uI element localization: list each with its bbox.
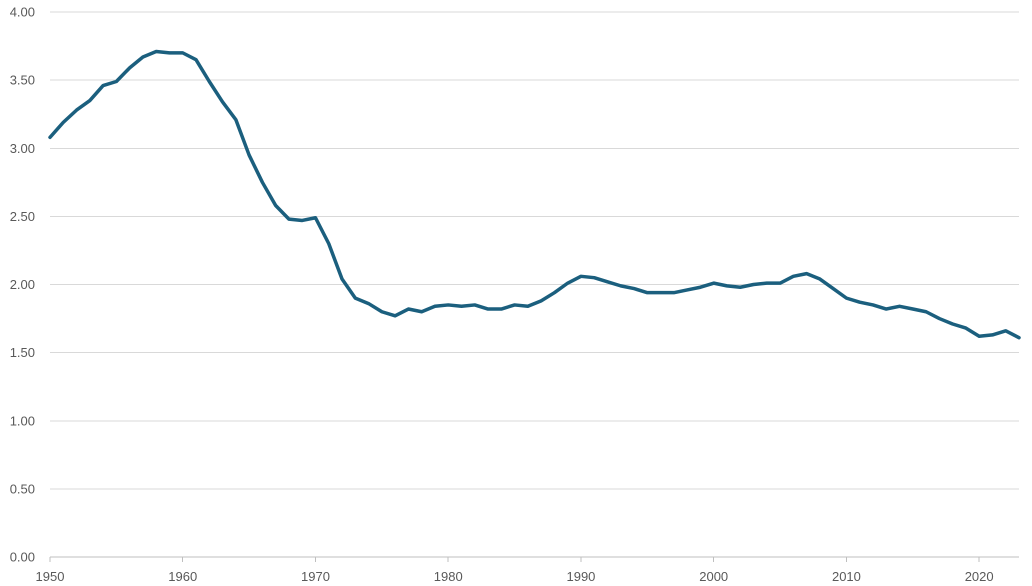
y-axis-tick-labels: 0.00 0.50 1.00 1.50 2.00 2.50 3.00 3.50 4.00 bbox=[10, 5, 35, 565]
y-tick-label: 1.00 bbox=[10, 413, 35, 428]
y-tick-label: 3.50 bbox=[10, 73, 35, 88]
x-tick-label: 1960 bbox=[168, 569, 197, 584]
y-tick-label: 1.50 bbox=[10, 345, 35, 360]
y-tick-label: 0.00 bbox=[10, 550, 35, 565]
x-tick-label: 2000 bbox=[699, 569, 728, 584]
y-tick-label: 0.50 bbox=[10, 481, 35, 496]
x-tick-label: 1990 bbox=[566, 569, 595, 584]
series-layer bbox=[48, 49, 1021, 340]
y-tick-label: 3.00 bbox=[10, 141, 35, 156]
series-line-0 bbox=[48, 49, 1021, 340]
x-tick-label: 1950 bbox=[36, 569, 65, 584]
y-tick-label: 2.50 bbox=[10, 209, 35, 224]
y-tick-label: 4.00 bbox=[10, 5, 35, 20]
x-tick-label: 1970 bbox=[301, 569, 330, 584]
x-tick-label: 2020 bbox=[965, 569, 994, 584]
x-tick-label: 1980 bbox=[434, 569, 463, 584]
x-axis: 1950 1960 1970 1980 1990 2000 2010 2020 bbox=[36, 556, 1019, 584]
gridlines bbox=[50, 11, 1019, 490]
y-tick-label: 2.00 bbox=[10, 277, 35, 292]
x-tick-label: 2010 bbox=[832, 569, 861, 584]
